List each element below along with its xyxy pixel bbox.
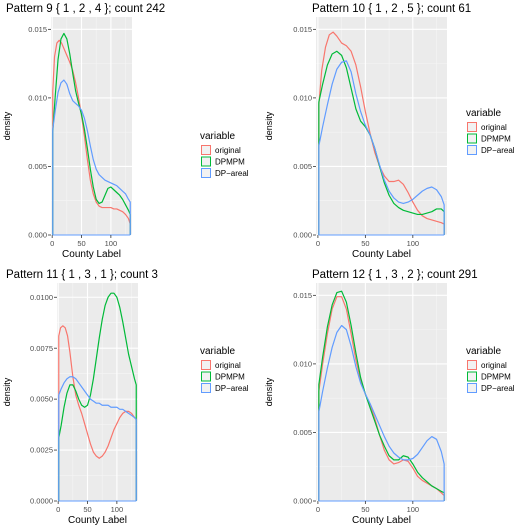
series-line-dp-areal	[52, 79, 131, 235]
series-line-dp-areal	[318, 60, 445, 235]
y-tick-label: 0.000	[28, 231, 47, 240]
chart-title: Pattern 9 { 1 , 2 , 4 }; count 242	[6, 3, 165, 15]
x-axis-label: County Label	[352, 515, 411, 526]
legend: variable original DPMPM DP−areal	[466, 108, 515, 156]
y-axis-label: density	[2, 377, 12, 406]
y-tick-label: 0.0100	[30, 293, 53, 302]
legend-label: original	[215, 361, 241, 370]
legend-label: original	[481, 123, 507, 132]
legend: variable original DPMPM DP−areal	[466, 346, 515, 394]
plot-background	[51, 17, 132, 235]
series-line-dp-areal	[58, 376, 137, 501]
legend-key	[200, 167, 212, 179]
chart-title: Pattern 10 { 1 , 2 , 5 }; count 61	[312, 3, 471, 15]
series-line-dpmpm	[58, 292, 137, 501]
y-tick-label: 0.005	[293, 428, 312, 437]
series-line-dpmpm	[52, 32, 131, 235]
legend-key	[200, 156, 212, 167]
y-tick-label: 0.005	[28, 162, 47, 171]
y-tick-label: 0.015	[293, 291, 312, 300]
y-tick-label: 0.005	[293, 162, 312, 171]
legend-key	[466, 382, 478, 394]
plot-background	[316, 17, 447, 235]
y-tick-label: 0.015	[28, 25, 47, 34]
x-tick-label: 50	[83, 505, 91, 514]
legend-key	[466, 121, 478, 133]
legend-label: DP−areal	[215, 384, 249, 393]
legend: variable original DPMPM DP−areal	[200, 346, 249, 394]
legend-label: DPMPM	[215, 373, 245, 382]
legend-label: DP−areal	[481, 146, 515, 155]
y-tick-label: 0.000	[293, 231, 312, 240]
legend-key	[200, 144, 212, 156]
legend-label: DP−areal	[215, 169, 249, 178]
x-tick-label: 0	[316, 239, 320, 248]
y-tick-label: 0.0025	[30, 446, 53, 455]
series-line-dpmpm	[318, 50, 445, 235]
x-tick-label: 100	[407, 239, 420, 248]
chart-title: Pattern 11 { 1 , 3 , 1 }; count 3	[6, 269, 158, 281]
plot-background	[57, 283, 138, 501]
x-tick-label: 0	[50, 239, 54, 248]
legend-key	[466, 144, 478, 156]
chart-panel-2: 0 50 100 0.000 0.005 0.010 0.015 Pattern 10 { 1…	[264, 3, 515, 260]
legend-key	[466, 371, 478, 382]
series-line-original	[52, 39, 131, 235]
legend-label: original	[215, 146, 241, 155]
x-tick-label: 50	[361, 505, 369, 514]
chart-title: Pattern 12 { 1 , 3 , 2 }; count 291	[312, 269, 478, 281]
legend-title: variable	[200, 346, 235, 357]
legend-key	[200, 371, 212, 382]
legend-title: variable	[466, 108, 501, 119]
y-tick-label: 0.0000	[30, 497, 53, 506]
x-axis-label: County Label	[352, 249, 411, 260]
chart-panel-4: 0 50 100 0.000 0.005 0.010 0.015 Pattern 12 { 1…	[264, 269, 515, 526]
y-tick-label: 0.0050	[30, 395, 53, 404]
legend-title: variable	[466, 346, 501, 357]
x-tick-label: 0	[56, 505, 60, 514]
legend-label: DPMPM	[215, 158, 245, 167]
x-tick-label: 50	[361, 239, 369, 248]
legend-key	[466, 359, 478, 371]
x-tick-label: 100	[407, 505, 420, 514]
legend-title: variable	[200, 131, 235, 142]
x-tick-label: 100	[111, 505, 124, 514]
series-line-dpmpm	[318, 290, 445, 501]
legend: variable original DPMPM DP−areal	[200, 131, 249, 179]
legend-label: DP−areal	[481, 384, 515, 393]
y-tick-label: 0.015	[293, 25, 312, 34]
legend-key	[200, 359, 212, 371]
series-line-dp-areal	[318, 324, 445, 501]
y-tick-label: 0.010	[293, 93, 312, 102]
chart-panel-3: 0 50 100 0.0000 0.0025 0.0050 0.0075 0.0100 Patt…	[2, 269, 249, 526]
legend-label: DPMPM	[481, 135, 511, 144]
legend-key	[200, 382, 212, 394]
x-axis-label: County Label	[68, 515, 127, 526]
y-axis-label: density	[264, 111, 274, 140]
y-tick-label: 0.000	[293, 497, 312, 506]
chart-panel-1: 0 50 100 0.000 0.005 0.010 0.015 Pattern 9 { 1 …	[2, 3, 249, 260]
legend-label: DPMPM	[481, 373, 511, 382]
series-line-original	[318, 296, 445, 501]
x-axis-label: County Label	[62, 249, 121, 260]
legend-label: original	[481, 361, 507, 370]
legend-key	[466, 133, 478, 144]
y-tick-label: 0.0075	[30, 344, 53, 353]
y-axis-label: density	[2, 111, 12, 140]
x-tick-label: 0	[316, 505, 320, 514]
y-axis-label: density	[264, 377, 274, 406]
y-tick-label: 0.010	[28, 93, 47, 102]
y-tick-label: 0.010	[293, 359, 312, 368]
x-tick-label: 100	[105, 239, 118, 248]
plot-background	[316, 283, 447, 501]
x-tick-label: 50	[77, 239, 85, 248]
